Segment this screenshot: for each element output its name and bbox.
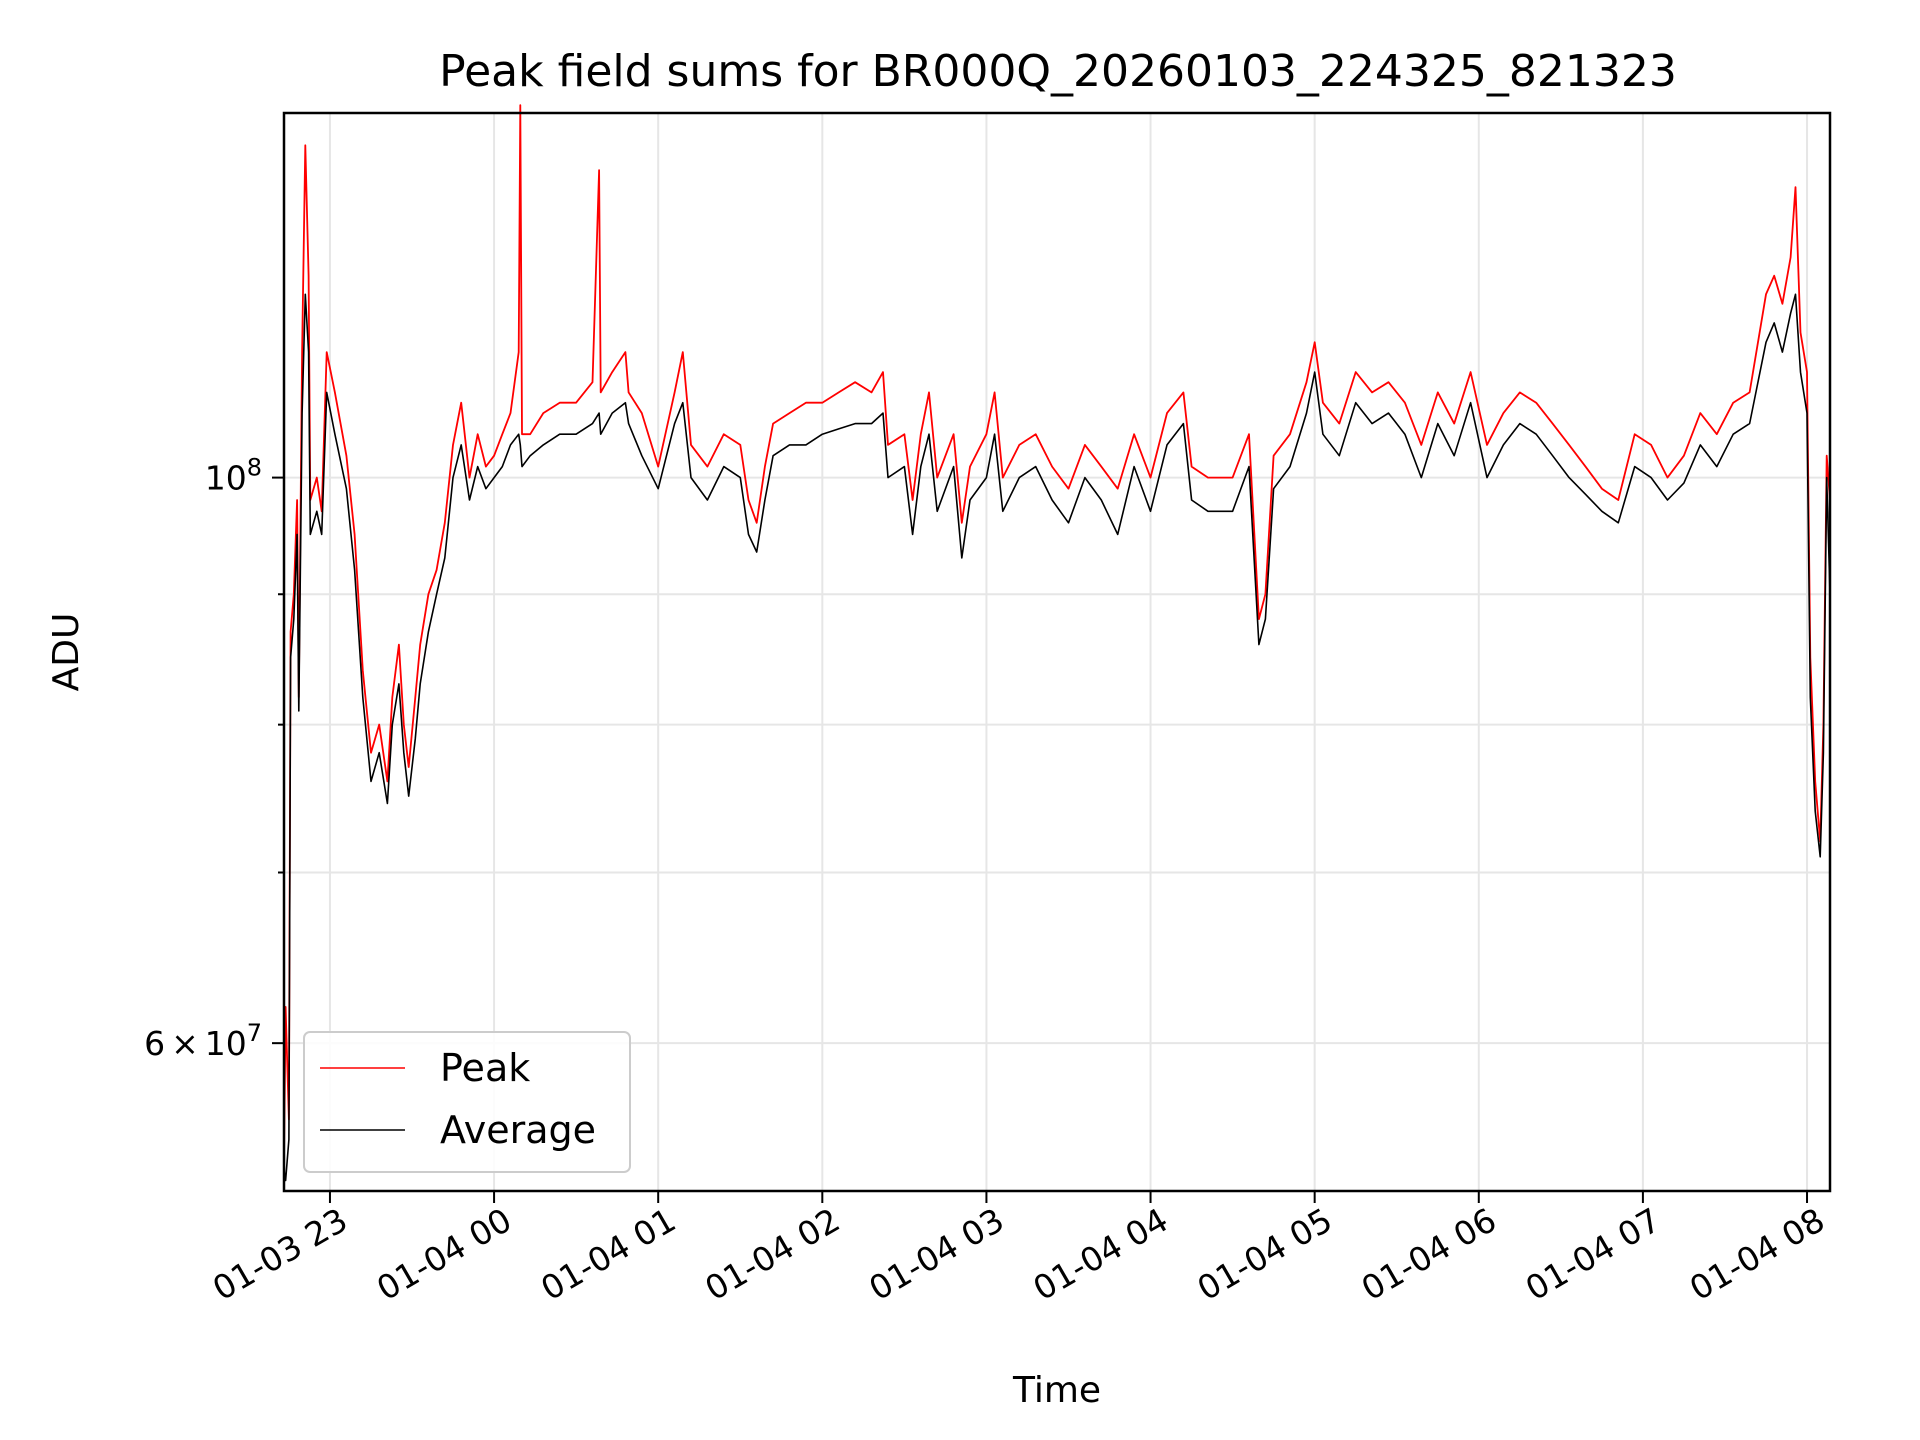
legend-label-peak: Peak bbox=[440, 1046, 530, 1090]
y-tick-exponent: 7 bbox=[247, 1019, 262, 1047]
legend-label-average: Average bbox=[440, 1108, 596, 1152]
y-tick-label: 108 bbox=[205, 454, 262, 498]
y-tick-base: 10 bbox=[205, 1024, 247, 1063]
legend: Peak Average bbox=[303, 1031, 631, 1173]
series-line-average bbox=[283, 293, 1831, 1182]
plot-frame bbox=[282, 111, 1832, 1193]
y-tick-mantissa: 6 bbox=[144, 1024, 165, 1063]
series-line-peak bbox=[283, 104, 1831, 1160]
y-tick-label: 6 × 107 bbox=[144, 1019, 262, 1063]
y-tick-exponent: 8 bbox=[247, 454, 262, 482]
y-axis-label: ADU bbox=[46, 613, 87, 692]
grid-layer bbox=[284, 113, 1830, 1191]
y-tick-times: × bbox=[171, 1024, 199, 1063]
series-layer bbox=[283, 104, 1831, 1182]
x-axis-label: Time bbox=[1012, 1370, 1101, 1411]
chart-title: Peak field sums for BR000Q_20260103_2243… bbox=[439, 46, 1677, 97]
y-tick-base: 10 bbox=[205, 459, 247, 498]
legend-box bbox=[303, 1031, 631, 1173]
